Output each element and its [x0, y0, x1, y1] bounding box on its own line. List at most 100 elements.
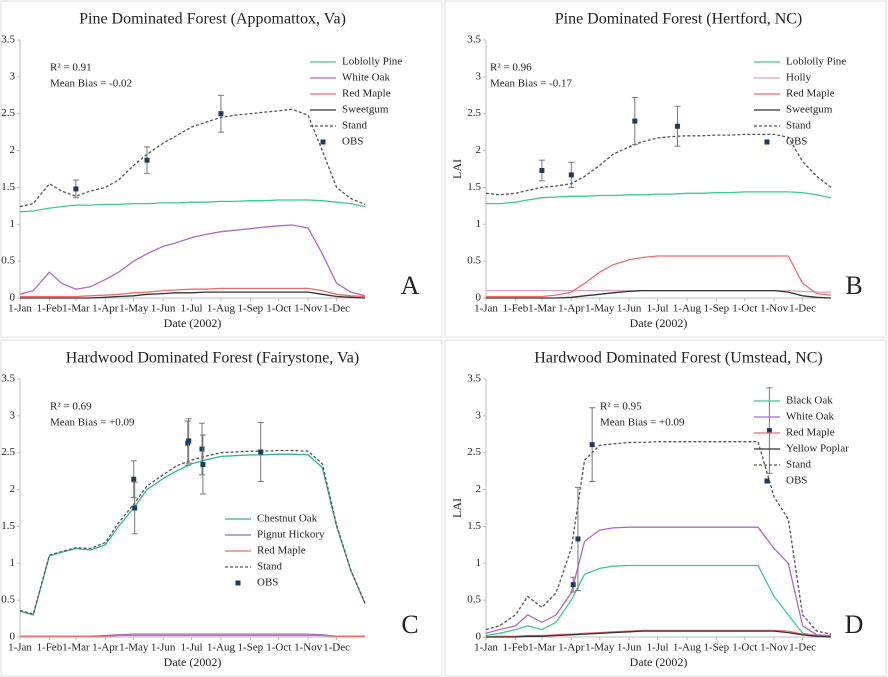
- x-tick-label: 1-Nov: [294, 642, 323, 654]
- obs-point: [186, 438, 192, 444]
- x-tick-label: 1-Jan: [474, 303, 498, 315]
- x-tick-label: 1-May: [119, 642, 149, 654]
- x-axis-label: Date (2002): [164, 316, 222, 330]
- x-axis-label: Date (2002): [164, 655, 222, 669]
- series-line: [20, 634, 365, 637]
- legend-label: OBS: [786, 136, 807, 148]
- y-tick-label: 3.5: [467, 373, 481, 385]
- panel-label: A: [401, 271, 420, 300]
- annotation: Mean Bias = +0.09: [50, 417, 135, 429]
- x-tick-label: 1-Oct: [266, 303, 291, 315]
- x-tick-label: 1-Jun: [617, 303, 642, 315]
- x-tick-label: 1-Jan: [8, 642, 32, 654]
- y-tick-label: 0: [476, 631, 482, 643]
- y-tick-label: 1.5: [467, 181, 481, 193]
- legend-swatch: [764, 139, 770, 145]
- legend-label: Stand: [342, 120, 368, 132]
- y-tick-label: 3: [476, 409, 482, 421]
- obs-point: [766, 428, 772, 434]
- x-tick-label: 1-Jul: [647, 303, 669, 315]
- x-tick-label: 1-Dec: [789, 642, 816, 654]
- panel-frame: [0, 339, 443, 677]
- x-tick-label: 1-Sep: [703, 642, 729, 654]
- obs-point: [539, 167, 545, 173]
- obs-point: [199, 446, 205, 452]
- obs-point: [73, 186, 79, 192]
- x-tick-label: 1-Mar: [528, 642, 556, 654]
- obs-point: [575, 536, 581, 542]
- annotation: R² = 0.96: [490, 62, 532, 74]
- y-tick-label: 2.5: [467, 446, 481, 458]
- legend-label: Red Maple: [257, 545, 306, 557]
- y-tick-label: 0.5: [467, 255, 481, 267]
- x-tick-label: 1-Apr: [92, 642, 119, 654]
- legend-label: Stand: [257, 561, 283, 573]
- y-tick-label: 2.5: [1, 107, 15, 119]
- x-tick-label: 1-Feb: [503, 642, 529, 654]
- x-tick-label: 1-Sep: [237, 303, 263, 315]
- legend-label: Loblolly Pine: [342, 56, 402, 68]
- x-tick-label: 1-Apr: [558, 642, 585, 654]
- annotation: R² = 0.69: [50, 401, 92, 413]
- panel-title: Pine Dominated Forest (Hertford, NC): [555, 11, 803, 28]
- legend-label: Stand: [786, 120, 812, 132]
- obs-point: [144, 157, 150, 163]
- series-line: [19, 224, 366, 297]
- obs-point: [132, 505, 138, 511]
- obs-point: [568, 172, 574, 178]
- legend-label: Red Maple: [786, 427, 835, 439]
- x-tick-label: 1-Nov: [760, 303, 789, 315]
- obs-point: [131, 476, 137, 482]
- x-tick-label: 1-Feb: [37, 642, 63, 654]
- obs-point: [632, 118, 638, 124]
- y-tick-label: 1.5: [467, 520, 481, 532]
- series-line: [19, 449, 366, 615]
- obs-point: [589, 442, 595, 448]
- x-tick-label: 1-Dec: [323, 303, 350, 315]
- x-tick-label: 1-Jun: [617, 642, 642, 654]
- y-tick-label: 2: [10, 144, 16, 156]
- legend-label: Red Maple: [786, 88, 835, 100]
- panel-title: Pine Dominated Forest (Appomattox, Va): [79, 11, 346, 28]
- obs-point: [200, 462, 206, 468]
- annotation: Mean Bias = +0.09: [600, 417, 685, 429]
- y-tick-label: 1: [10, 218, 16, 230]
- series-line: [485, 564, 832, 637]
- x-tick-label: 1-May: [119, 303, 149, 315]
- x-axis-label: Date (2002): [630, 655, 688, 669]
- y-tick-label: 3: [476, 70, 482, 82]
- y-tick-label: 0.5: [1, 594, 15, 606]
- legend-label: Yellow Poplar: [786, 443, 849, 455]
- y-tick-label: 0: [476, 292, 482, 304]
- panel-frame: [444, 339, 887, 677]
- x-tick-label: 1-Jun: [151, 303, 176, 315]
- x-tick-label: 1-Nov: [760, 642, 789, 654]
- annotation: Mean Bias = -0.02: [50, 78, 132, 90]
- series-line: [19, 108, 366, 208]
- annotation: R² = 0.91: [50, 62, 92, 74]
- x-tick-label: 1-May: [585, 303, 615, 315]
- y-tick-label: 1: [10, 557, 16, 569]
- panel-label: B: [845, 271, 862, 300]
- y-tick-label: 2.5: [1, 446, 15, 458]
- y-tick-label: 3.5: [1, 34, 15, 46]
- y-tick-label: 0.5: [467, 594, 481, 606]
- legend-label: Holly: [786, 72, 812, 84]
- legend-label: Sweetgum: [786, 104, 833, 116]
- x-tick-label: 1-Aug: [673, 303, 702, 315]
- legend-label: Black Oak: [786, 395, 833, 407]
- annotation: R² = 0.95: [600, 401, 642, 413]
- x-tick-label: 1-Dec: [323, 642, 350, 654]
- x-tick-label: 1-Feb: [503, 303, 529, 315]
- y-tick-label: 2.5: [467, 107, 481, 119]
- panel-frame: [444, 0, 887, 338]
- x-tick-label: 1-Nov: [294, 303, 323, 315]
- series-line: [486, 255, 832, 298]
- y-axis-label: LAI: [450, 498, 464, 518]
- legend-label: OBS: [342, 136, 363, 148]
- legend-label: Red Maple: [342, 88, 391, 100]
- y-tick-label: 2: [476, 144, 482, 156]
- x-tick-label: 1-May: [585, 642, 615, 654]
- legend-label: Loblolly Pine: [786, 56, 846, 68]
